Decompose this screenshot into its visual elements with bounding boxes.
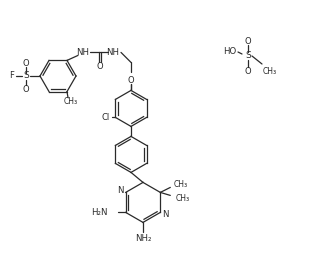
- Text: CH₃: CH₃: [173, 180, 187, 189]
- Text: NH₂: NH₂: [135, 234, 151, 243]
- Text: O: O: [245, 66, 251, 76]
- Text: O: O: [23, 85, 29, 94]
- Text: HO: HO: [223, 47, 237, 56]
- Text: NH: NH: [106, 48, 120, 57]
- Text: CH₃: CH₃: [64, 97, 78, 106]
- Text: S: S: [23, 72, 29, 81]
- Text: Cl: Cl: [101, 113, 110, 122]
- Text: NH: NH: [76, 48, 90, 57]
- Text: O: O: [128, 76, 134, 85]
- Text: CH₃: CH₃: [263, 68, 277, 77]
- Text: N: N: [117, 186, 124, 195]
- Text: O: O: [23, 59, 29, 68]
- Text: H₂N: H₂N: [91, 208, 108, 217]
- Text: F: F: [10, 72, 14, 81]
- Text: CH₃: CH₃: [175, 194, 189, 203]
- Text: O: O: [245, 36, 251, 45]
- Text: S: S: [245, 52, 251, 60]
- Text: N: N: [162, 210, 169, 219]
- Text: O: O: [97, 62, 103, 71]
